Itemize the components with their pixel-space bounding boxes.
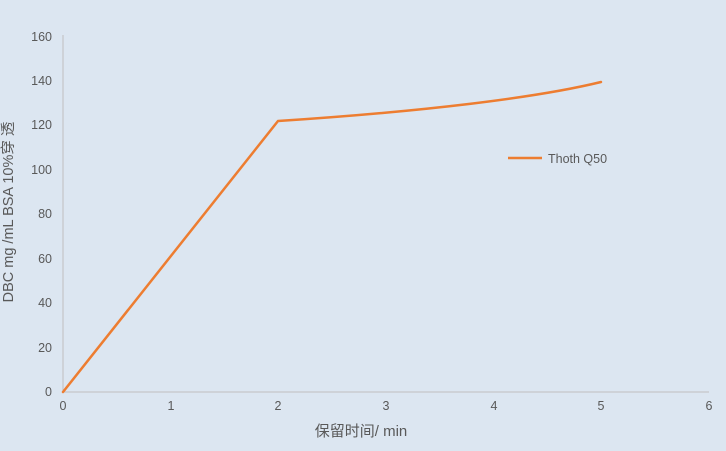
svg-text:Thoth Q50: Thoth Q50 — [548, 152, 607, 166]
svg-text:1: 1 — [168, 399, 175, 413]
svg-text:0: 0 — [60, 399, 67, 413]
svg-text:120: 120 — [31, 118, 52, 132]
svg-text:20: 20 — [38, 341, 52, 355]
svg-text:3: 3 — [383, 399, 390, 413]
svg-text:6: 6 — [706, 399, 713, 413]
svg-text:80: 80 — [38, 207, 52, 221]
svg-text:4: 4 — [491, 399, 498, 413]
svg-text:DBC mg /mL BSA 10%穿 透: DBC mg /mL BSA 10%穿 透 — [0, 121, 17, 302]
svg-text:140: 140 — [31, 74, 52, 88]
svg-text:100: 100 — [31, 163, 52, 177]
svg-text:40: 40 — [38, 296, 52, 310]
svg-text:2: 2 — [275, 399, 282, 413]
svg-text:160: 160 — [31, 30, 52, 44]
svg-text:0: 0 — [45, 385, 52, 399]
svg-text:5: 5 — [598, 399, 605, 413]
svg-text:保留时间/ min: 保留时间/ min — [315, 423, 408, 440]
svg-text:60: 60 — [38, 252, 52, 266]
